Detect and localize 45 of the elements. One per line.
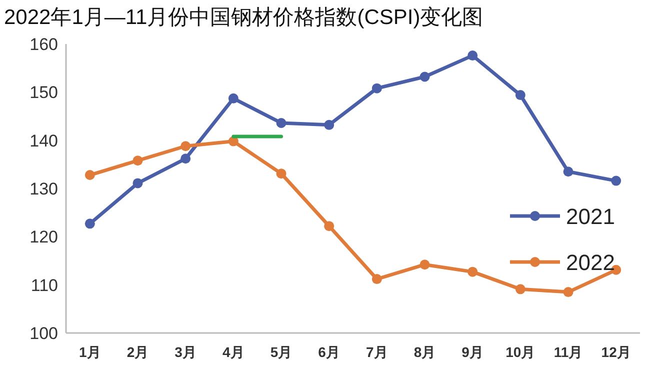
point (324, 120, 334, 130)
point (515, 90, 526, 100)
point (515, 284, 526, 294)
x-tick-label: 10月 (506, 344, 536, 360)
point (228, 93, 238, 104)
x-tick-label: 8月 (414, 344, 436, 360)
point (468, 50, 478, 61)
x-tick-label: 4月 (222, 344, 244, 360)
point (563, 287, 574, 298)
y-tick-label: 110 (30, 276, 58, 295)
x-tick-label: 12月 (601, 344, 631, 360)
x-tick-label: 11月 (554, 344, 583, 360)
point (420, 260, 430, 270)
x-tick-label: 3月 (174, 344, 196, 360)
point (420, 72, 430, 82)
y-tick-label: 130 (30, 180, 58, 198)
y-tick-label: 150 (30, 83, 58, 102)
point (611, 176, 622, 186)
y-tick-label: 140 (30, 131, 58, 150)
point (468, 266, 478, 277)
x-tick-label: 2月 (126, 344, 149, 360)
point (132, 178, 143, 188)
x-tick-label: 7月 (366, 344, 388, 360)
point (84, 170, 95, 180)
point (132, 156, 143, 166)
legend-label: 2021 (566, 204, 615, 229)
point (372, 83, 382, 94)
point (324, 221, 334, 232)
y-tick-label: 160 (30, 35, 58, 54)
y-tick-label: 100 (30, 324, 58, 343)
x-tick-label: 5月 (270, 344, 292, 360)
point (276, 168, 286, 179)
x-tick-label: 9月 (462, 344, 484, 360)
point (84, 218, 95, 229)
point (276, 118, 286, 128)
legend-label: 2022 (566, 250, 615, 275)
y-tick-label: 120 (30, 228, 58, 247)
chart-title: 2022年1月—11月份中国钢材价格指数(CSPI)变化图 (4, 6, 484, 29)
x-tick-label: 1月 (79, 344, 101, 360)
x-tick-label: 6月 (318, 344, 340, 360)
point (563, 166, 574, 177)
point (228, 136, 238, 146)
point (180, 154, 191, 164)
point (372, 274, 382, 284)
point (180, 141, 191, 152)
